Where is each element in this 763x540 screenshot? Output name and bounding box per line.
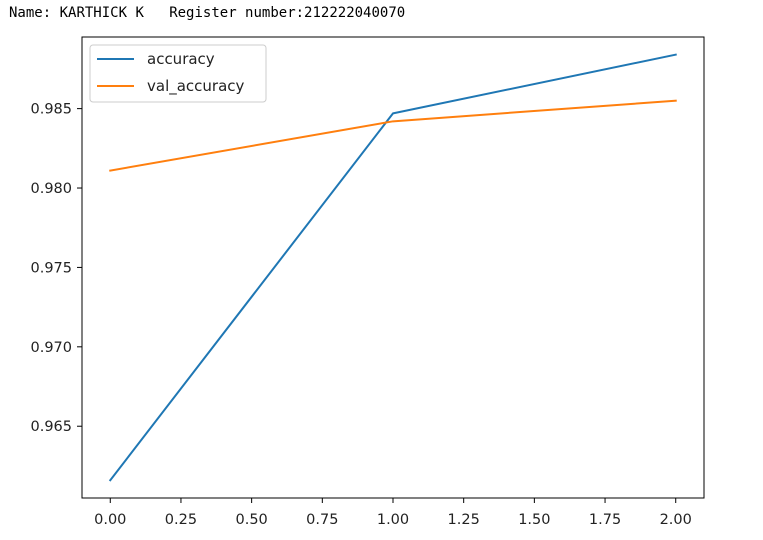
header-text: Name: KARTHICK K Register number:2122220… [9, 4, 405, 22]
y-tick-label: 0.980 [30, 181, 72, 197]
x-tick-label: 2.00 [660, 512, 692, 528]
register-label: Register number: [169, 5, 305, 21]
y-tick-label: 0.965 [30, 419, 72, 435]
x-tick-label: 1.75 [589, 512, 621, 528]
series-line-val-accuracy [109, 99, 677, 172]
x-tick-label: 0.00 [94, 512, 126, 528]
x-tick-label: 1.25 [448, 512, 480, 528]
series-layer [108, 53, 677, 482]
x-tick-label: 0.25 [165, 512, 197, 528]
y-axis: 0.965 0.970 0.975 0.980 0.985 [30, 102, 82, 435]
series-line-accuracy [108, 53, 677, 482]
legend: accuracy val_accuracy [89, 44, 267, 103]
x-tick-label: 1.00 [377, 512, 409, 528]
name-label: Name: [9, 5, 52, 21]
name-value: KARTHICK K [59, 5, 144, 21]
legend-label-accuracy: accuracy [147, 50, 215, 68]
y-tick-label: 0.985 [30, 102, 72, 118]
x-tick-label: 1.50 [518, 512, 550, 528]
register-value: 212222040070 [304, 5, 406, 21]
x-axis: 0.00 0.25 0.50 0.75 1.00 1.25 1.50 1.75 2.00 [94, 498, 692, 528]
y-tick-label: 0.970 [30, 340, 72, 356]
y-tick-label: 0.975 [30, 260, 72, 276]
x-tick-label: 0.50 [235, 512, 267, 528]
x-tick-label: 0.75 [306, 512, 338, 528]
legend-label-val-accuracy: val_accuracy [147, 77, 245, 96]
